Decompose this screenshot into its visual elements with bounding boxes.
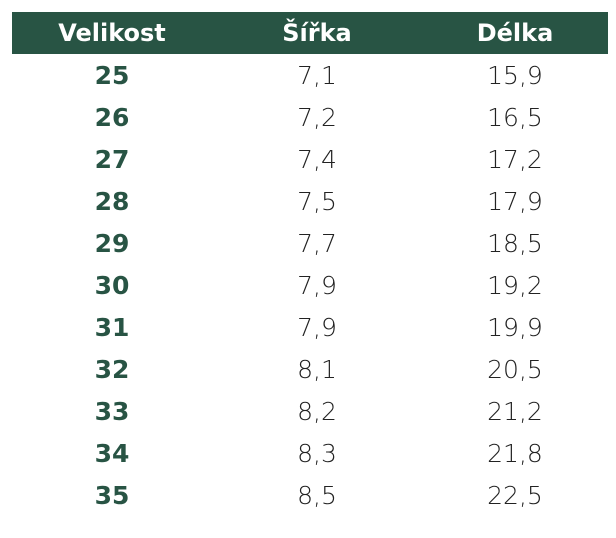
value-cell: 21,8 bbox=[487, 438, 543, 468]
value-cell: 21,2 bbox=[487, 396, 543, 426]
value-cell: 7,4 bbox=[297, 144, 337, 174]
size-cell: 33 bbox=[94, 396, 130, 426]
table-row: 34 8,3 21,8 bbox=[12, 432, 608, 474]
table-row: 35 8,5 22,5 bbox=[12, 474, 608, 516]
value-cell: 7,7 bbox=[297, 228, 337, 258]
value-cell: 8,1 bbox=[297, 354, 337, 384]
header-cell: Velikost bbox=[58, 19, 166, 47]
value-cell: 22,5 bbox=[487, 480, 543, 510]
value-cell: 17,9 bbox=[487, 186, 543, 216]
size-cell: 35 bbox=[94, 480, 130, 510]
size-cell: 32 bbox=[94, 354, 130, 384]
value-cell: 7,1 bbox=[297, 60, 337, 90]
table-row: 28 7,5 17,9 bbox=[12, 180, 608, 222]
table-row: 32 8,1 20,5 bbox=[12, 348, 608, 390]
size-table: Velikost Šířka Délka 25 7,1 15,9 26 7,2 16,5 2… bbox=[12, 12, 608, 516]
value-cell: 15,9 bbox=[487, 60, 543, 90]
size-cell: 30 bbox=[94, 270, 130, 300]
header-cell: Šířka bbox=[282, 19, 352, 47]
value-cell: 8,3 bbox=[297, 438, 337, 468]
table-row: 33 8,2 21,2 bbox=[12, 390, 608, 432]
size-cell: 27 bbox=[94, 144, 130, 174]
table-header: Velikost Šířka Délka bbox=[12, 12, 608, 54]
value-cell: 7,5 bbox=[297, 186, 337, 216]
table-row: 26 7,2 16,5 bbox=[12, 96, 608, 138]
size-cell: 34 bbox=[94, 438, 130, 468]
value-cell: 17,2 bbox=[487, 144, 543, 174]
size-cell: 25 bbox=[94, 60, 130, 90]
table-row: 30 7,9 19,2 bbox=[12, 264, 608, 306]
size-cell: 29 bbox=[94, 228, 130, 258]
value-cell: 8,5 bbox=[297, 480, 337, 510]
value-cell: 8,2 bbox=[297, 396, 337, 426]
table-row: 29 7,7 18,5 bbox=[12, 222, 608, 264]
value-cell: 7,9 bbox=[297, 312, 337, 342]
size-cell: 26 bbox=[94, 102, 130, 132]
size-cell: 31 bbox=[94, 312, 130, 342]
size-cell: 28 bbox=[94, 186, 130, 216]
value-cell: 7,9 bbox=[297, 270, 337, 300]
table-row: 27 7,4 17,2 bbox=[12, 138, 608, 180]
table-row: 31 7,9 19,9 bbox=[12, 306, 608, 348]
value-cell: 19,9 bbox=[487, 312, 543, 342]
table-row: 25 7,1 15,9 bbox=[12, 54, 608, 96]
value-cell: 18,5 bbox=[487, 228, 543, 258]
value-cell: 19,2 bbox=[487, 270, 543, 300]
value-cell: 7,2 bbox=[297, 102, 337, 132]
header-cell: Délka bbox=[476, 19, 554, 47]
table-body: 25 7,1 15,9 26 7,2 16,5 27 7,4 17,2 28 7,5 17,9 29 7,… bbox=[12, 54, 608, 516]
value-cell: 20,5 bbox=[487, 354, 543, 384]
value-cell: 16,5 bbox=[487, 102, 543, 132]
